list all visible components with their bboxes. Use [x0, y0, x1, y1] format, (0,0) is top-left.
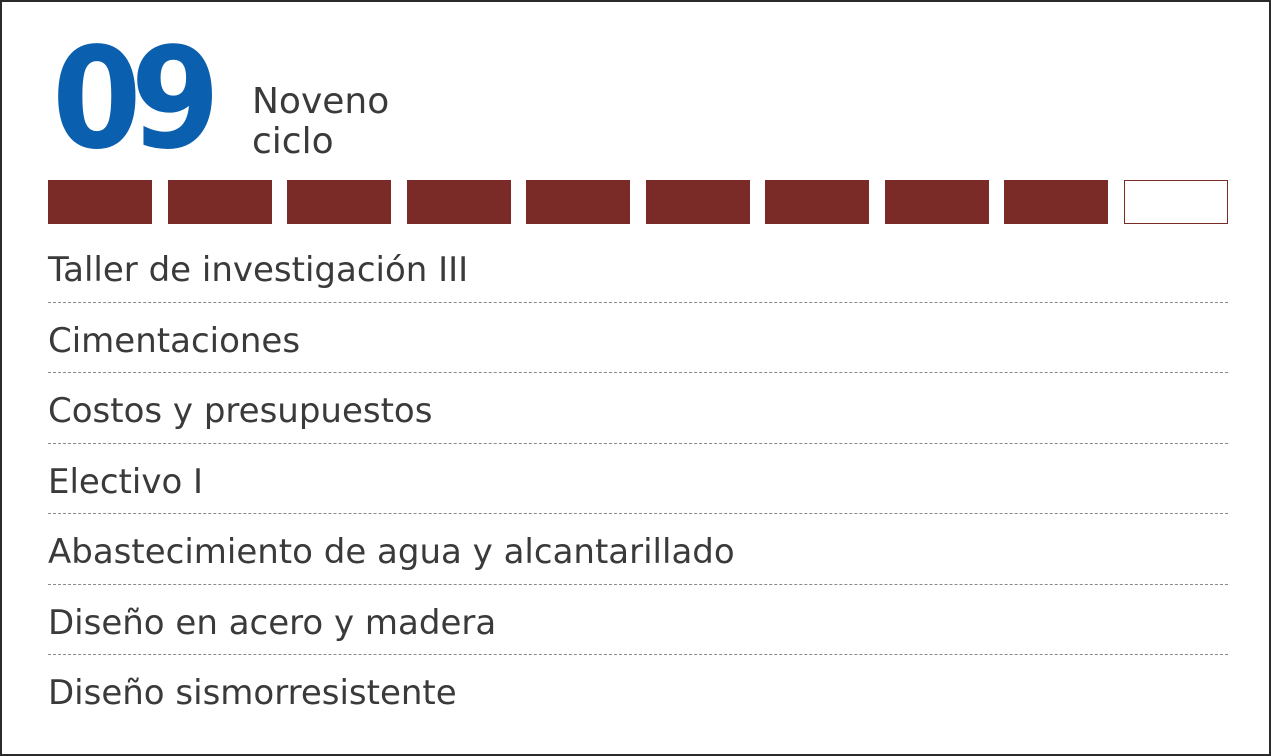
progress-segment-filled [1004, 180, 1108, 224]
cycle-progress-bar [48, 180, 1228, 226]
course-item: Abastecimiento de agua y alcantarillado [48, 514, 1228, 585]
progress-segment-filled [167, 180, 272, 224]
course-name: Cimentaciones [48, 320, 301, 361]
cycle-number: 09 [52, 18, 220, 181]
course-item: Costos y presupuestos [48, 373, 1228, 444]
course-name: Abastecimiento de agua y alcantarillado [48, 532, 735, 572]
course-name: Costos y presupuestos [48, 391, 433, 431]
progress-segment-filled [765, 180, 869, 224]
cycle-label: Noveno ciclo [252, 82, 389, 162]
course-item: Taller de investigación III [48, 232, 1228, 303]
progress-segment-filled [526, 180, 630, 224]
course-item: Diseño sismorresistente [48, 655, 1228, 726]
course-name: Diseño sismorresistente [48, 673, 457, 713]
course-name: Electivo I [48, 461, 204, 502]
cycle-label-line1: Noveno [252, 81, 390, 122]
progress-segment-empty [1123, 180, 1228, 224]
progress-segment-filled [287, 180, 391, 224]
cycle-label-line2: ciclo [252, 121, 334, 162]
course-name: Diseño en acero y madera [48, 602, 497, 643]
course-item: Electivo I [48, 444, 1228, 514]
progress-segment-filled [884, 180, 989, 224]
progress-segment-filled [48, 180, 152, 224]
progress-segment-filled [645, 180, 750, 224]
course-name: Taller de investigación III [48, 250, 469, 290]
progress-segment-filled [406, 180, 511, 224]
course-list: Taller de investigación III Cimentaciones… [48, 232, 1228, 726]
course-item: Diseño en acero y madera [48, 585, 1228, 655]
course-item: Cimentaciones [48, 303, 1228, 373]
